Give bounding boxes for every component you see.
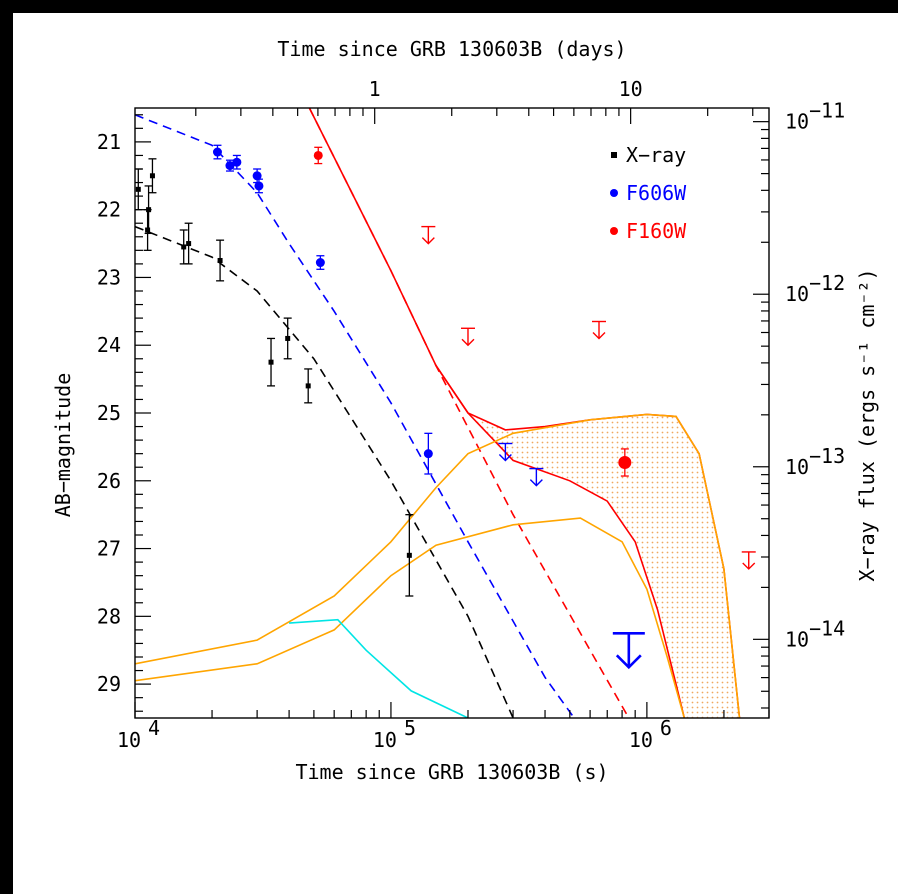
upper-limit-marker	[498, 442, 513, 462]
bottom-tick-exponent: 4	[148, 716, 160, 740]
y-axis-label-right: X−ray flux (ergs s⁻¹ cm⁻²)	[855, 268, 879, 581]
bottom-tick-label: 10	[117, 728, 141, 752]
top-tick-label: 1	[369, 77, 381, 101]
upper-limit-marker	[592, 320, 607, 340]
left-tick-label: 26	[97, 469, 121, 493]
upper-limit-marker	[421, 225, 436, 245]
circle-marker	[254, 181, 264, 191]
right-tick-label: 10	[785, 110, 809, 134]
square-marker	[285, 335, 291, 341]
square-marker	[186, 241, 192, 247]
limit-arrowhead	[461, 338, 475, 347]
plot-area	[135, 108, 756, 718]
data-point	[254, 178, 264, 194]
left-tick-label: 28	[97, 604, 121, 628]
circle-marker	[313, 150, 323, 160]
right-tick-label: 10	[785, 455, 809, 479]
circle-marker	[423, 449, 433, 459]
axis-ticks	[134, 108, 770, 718]
square-marker	[217, 258, 223, 263]
upper-limit-marker	[741, 551, 756, 570]
data-point	[232, 154, 242, 170]
model-curve-7	[289, 618, 469, 718]
square-marker	[149, 173, 155, 179]
right-tick-exponent: −14	[809, 616, 845, 640]
x-axis-label-bottom: Time since GRB 130603B (s)	[295, 760, 608, 784]
circle-marker	[252, 171, 262, 181]
upper-limit-marker	[460, 327, 475, 347]
data-point	[423, 432, 433, 475]
data-point	[315, 255, 325, 270]
left-tick-label: 23	[97, 265, 121, 289]
square-marker	[305, 383, 311, 389]
model-curve-4	[435, 365, 686, 718]
left-tick-label: 27	[97, 537, 121, 561]
left-tick-label: 29	[97, 672, 121, 696]
right-tick-exponent: −11	[809, 99, 845, 123]
model-curve-0	[135, 225, 514, 718]
right-tick-label: 10	[785, 282, 809, 306]
data-point	[252, 168, 262, 184]
upper-limit-marker	[529, 467, 544, 487]
model-curve-5	[135, 413, 741, 718]
model-curve-1	[135, 114, 575, 718]
legend: X−ray F606W F160W	[610, 143, 687, 243]
square-marker	[135, 186, 141, 192]
square-marker	[181, 244, 187, 250]
limit-arrowhead	[421, 237, 435, 245]
bottom-tick-exponent: 5	[404, 716, 416, 740]
left-tick-label: 22	[97, 198, 121, 222]
data-point	[283, 317, 292, 360]
limit-arrowhead	[529, 479, 543, 487]
y-axis-label-left: AB−magnitude	[51, 373, 75, 518]
data-point	[304, 368, 313, 404]
left-tick-label: 21	[97, 130, 121, 154]
circle-marker	[212, 147, 222, 157]
data-point	[184, 222, 193, 265]
legend-label: X−ray	[626, 143, 686, 167]
limit-arrowhead	[592, 332, 606, 340]
right-tick-exponent: −13	[809, 444, 845, 468]
data-point	[618, 448, 632, 477]
data-point	[225, 159, 235, 172]
top-tick-label: 10	[619, 77, 643, 101]
square-marker	[268, 359, 274, 365]
square-marker	[145, 227, 151, 233]
x-axis-label-top: Time since GRB 130603B (days)	[277, 37, 626, 61]
legend-label: F606W	[626, 181, 687, 205]
data-point	[216, 239, 225, 282]
model-curves	[135, 108, 741, 718]
legend-marker-square	[611, 152, 617, 158]
right-tick-label: 10	[785, 627, 809, 651]
upper-limit-marker	[612, 631, 645, 670]
data-point	[267, 337, 276, 387]
data-point	[212, 144, 222, 160]
square-marker	[406, 552, 412, 558]
data-point	[148, 158, 157, 194]
left-tick-label: 24	[97, 333, 121, 357]
white-canvas	[13, 13, 898, 894]
legend-label: F160W	[626, 219, 687, 243]
circle-marker	[315, 258, 325, 268]
left-tick-label: 25	[97, 401, 121, 425]
limit-arrowhead	[498, 454, 512, 462]
limit-arrowhead	[742, 562, 756, 570]
bottom-tick-label: 10	[373, 728, 397, 752]
data-point	[313, 146, 323, 165]
right-tick-exponent: −12	[809, 271, 845, 295]
data-point	[405, 514, 414, 597]
circle-marker	[232, 157, 242, 167]
model-range-shading	[436, 365, 740, 718]
bottom-tick-exponent: 6	[660, 716, 672, 740]
legend-marker-circle	[610, 189, 618, 197]
model-curve-6	[135, 517, 686, 718]
legend-marker-circle	[610, 227, 618, 235]
data-points	[135, 144, 756, 670]
circle-marker	[618, 455, 632, 469]
bottom-tick-label: 10	[629, 728, 653, 752]
limit-arrowhead	[615, 654, 642, 670]
circle-marker	[225, 161, 235, 171]
